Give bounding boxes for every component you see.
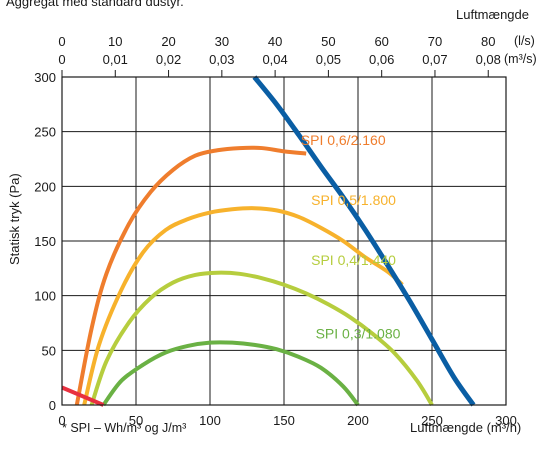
series-line-system-curve [252,75,476,407]
x-tick-label-0: 0 [58,413,65,428]
top-m3s-tick-label-5: 0,05 [316,52,341,67]
y-tick-label-2: 100 [34,289,56,304]
series-layer [61,75,476,407]
series-line-spi-04 [89,270,434,407]
y-tick-label-4: 200 [34,179,56,194]
top-m3s-tick-label-3: 0,03 [209,52,234,67]
top-m3s-tick-label-1: 0,01 [103,52,128,67]
top-m3s-tick-label-7: 0,07 [422,52,447,67]
series-line-min-limit [61,385,105,407]
top-ls-tick-label-5: 50 [321,34,335,49]
x-tick-label-5: 250 [421,413,443,428]
footnote: * SPI – Wh/m³ og J/m³ [62,421,186,435]
series-label-spi-04: SPI 0,4/1.440 [311,252,396,268]
x-tick-label-2: 100 [199,413,221,428]
y-tick-label-0: 0 [49,398,56,413]
plot-border [61,76,507,406]
y-tick-label-3: 150 [34,234,56,249]
top-axis-title: Luftmængde [456,7,529,22]
labels: Luftmængde (l/s) (m³/s) Luftmængde (m³/h… [7,7,537,435]
series-line-spi-03 [101,340,360,407]
series-line-spi-06 [74,145,307,406]
series-labels: SPI 0,6/2.160 SPI 0,5/1.800 SPI 0,4/1.440 S… [301,132,401,342]
top-ls-tick-label-7: 70 [428,34,442,49]
top-m3s-tick-label-6: 0,06 [369,52,394,67]
top-ls-tick-label-8: 80 [481,34,495,49]
top-m3s-tick-label-2: 0,02 [156,52,181,67]
x-tick-label-3: 150 [273,413,295,428]
plot-frame [61,70,507,406]
y-tick-label-6: 300 [34,70,56,85]
x-tick-label-1: 50 [129,413,143,428]
top-ls-tick-label-6: 60 [374,34,388,49]
x-tick-label-6: 300 [495,413,517,428]
top-axis-ls-unit: (l/s) [514,34,535,48]
top-ls-tick-label-4: 40 [268,34,282,49]
top-m3s-tick-label-4: 0,04 [262,52,287,67]
top-m3s-tick-label-8: 0,08 [476,52,501,67]
top-m3s-tick-label-0: 0 [58,52,65,67]
series-label-spi-03: SPI 0,3/1.080 [316,325,401,341]
x-tick-label-4: 200 [347,413,369,428]
x-axis-title: Luftmængde (m³/h) [410,420,521,435]
top-axis-m3s-unit: (m³/s) [504,52,537,66]
top-ls-tick-label-2: 20 [161,34,175,49]
y-tick-label-1: 50 [42,343,56,358]
top-ls-tick-label-3: 30 [215,34,229,49]
top-ls-tick-label-1: 10 [108,34,122,49]
top-ls-tick-label-0: 0 [58,34,65,49]
y-tick-label-5: 250 [34,125,56,140]
header-text: Aggregat med standard dustyr. [6,0,184,9]
series-label-spi-05: SPI 0,5/1.800 [311,192,396,208]
y-axis-title: Statisk tryk (Pa) [7,173,22,265]
series-label-spi-06: SPI 0,6/2.160 [301,132,386,148]
series-line-spi-05 [82,206,404,406]
